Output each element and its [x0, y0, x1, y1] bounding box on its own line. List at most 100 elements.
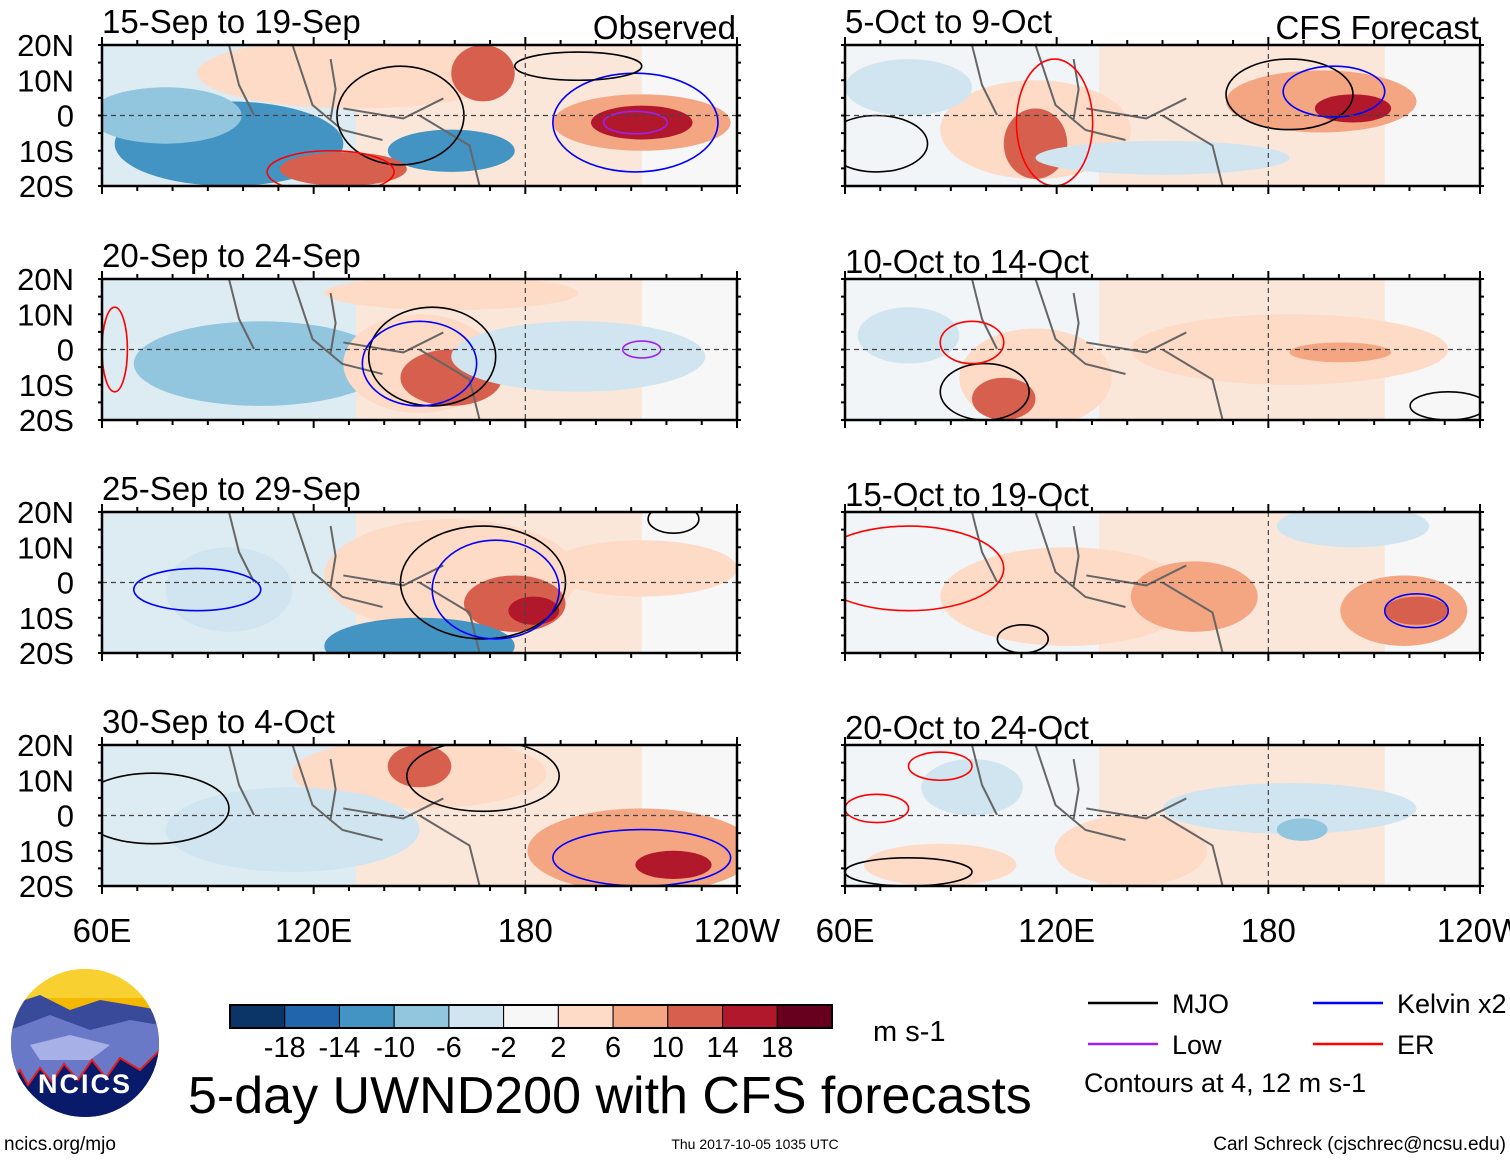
colorbar-swatch [448, 1004, 505, 1029]
contour-line [266, 149, 395, 186]
panel-title: 10-Oct to 14-Oct [845, 243, 1089, 280]
legend-label: ER [1397, 1030, 1435, 1060]
contour-legend: MJO Kelvin x2 Low ER [1088, 989, 1507, 1060]
anomaly-blob [845, 59, 972, 116]
legend-item: Kelvin x2 [1313, 989, 1507, 1019]
anomaly-shading [845, 279, 1480, 420]
coastline [971, 512, 1224, 653]
map-panel: 20-Oct to 24-Oct 60E 120E 180 120W [816, 709, 1510, 949]
lat-tick-label: 10S [19, 601, 74, 636]
contour-line [361, 320, 478, 407]
contour-line [845, 793, 910, 824]
panel-title: 5-Oct to 9-Oct [845, 3, 1052, 40]
map-panel: 5-Oct to 9-Oct CFS Forecast [841, 3, 1484, 194]
anomaly-blob [165, 787, 420, 872]
lat-tick-label: 20N [17, 28, 74, 63]
anomaly-blob [546, 540, 737, 597]
lat-tick-label: 0 [57, 99, 74, 134]
lat-tick-label: 10N [17, 763, 74, 798]
lon-tick-label: 120W [694, 912, 781, 949]
anomaly-blob [635, 850, 712, 879]
legend-item: MJO [1088, 989, 1229, 1019]
colorbar-label: 10 [652, 1032, 684, 1064]
contour-line [602, 110, 668, 135]
anomaly-blob [527, 808, 737, 886]
lat-tick-label: 0 [57, 799, 74, 834]
coastline [971, 745, 1224, 886]
anomaly-blob [857, 307, 960, 364]
contour-line [102, 772, 230, 845]
contour-line [102, 306, 129, 393]
colorbar-label: -14 [318, 1032, 360, 1064]
coastline [971, 279, 1224, 420]
lon-tick-label: 120E [1018, 912, 1095, 949]
lat-tick-label: 20S [19, 169, 74, 204]
contour-line [845, 525, 1005, 612]
anomaly-blob [387, 745, 452, 788]
map-panel: 15-Oct to 19-Oct [841, 476, 1484, 661]
footer-url[interactable]: ncics.org/mjo [4, 1134, 116, 1155]
contour-line [647, 512, 700, 534]
anomaly-blob [324, 279, 579, 311]
panel-title: 25-Sep to 29-Sep [102, 470, 361, 507]
anomaly-blob [387, 129, 515, 172]
lat-tick-label: 10S [19, 834, 74, 869]
contour-line [996, 624, 1049, 653]
legend-label: MJO [1172, 989, 1229, 1019]
colorbar-label: 18 [761, 1032, 793, 1064]
legend-label: Low [1172, 1030, 1222, 1060]
colorbar-swatch [284, 1004, 340, 1029]
colorbar-swatch [667, 1004, 724, 1029]
lon-tick-label: 60E [816, 912, 875, 949]
anomaly-blob [1003, 108, 1068, 179]
anomaly-blob [1289, 342, 1392, 363]
ncics-logo: NCICS [11, 969, 159, 1117]
contour-line [406, 745, 560, 813]
anomaly-blob [508, 596, 560, 625]
colorbar: -18 -14 -10 -6 -2 2 6 10 14 18 [229, 1004, 833, 1064]
anomaly-blob [102, 87, 242, 144]
anomaly-shading [845, 45, 1480, 186]
anomaly-blob [451, 321, 706, 392]
lat-tick-label: 20N [17, 728, 74, 763]
colorbar-label: -10 [373, 1032, 415, 1064]
lon-tick-label: 60E [73, 912, 132, 949]
panel-title: 30-Sep to 4-Oct [102, 703, 335, 740]
anomaly-blob [1054, 815, 1207, 886]
anomaly-blob [133, 321, 388, 406]
anomaly-blob [1276, 512, 1430, 548]
coastline [971, 45, 1224, 186]
figure-title: 5-day UWND200 with CFS forecasts [188, 1067, 1032, 1125]
anomaly-blob [1276, 818, 1328, 841]
colorbar-label: 14 [706, 1032, 738, 1064]
panel-title: 15-Oct to 19-Oct [845, 476, 1089, 513]
lat-tick-label: 20N [17, 262, 74, 297]
anomaly-shading [845, 745, 1480, 886]
lon-tick-label: 120E [275, 912, 352, 949]
colorbar-swatch [612, 1004, 669, 1029]
anomaly-blob [197, 45, 515, 109]
contour-line [1015, 58, 1094, 186]
contour-line [431, 539, 561, 640]
column-label: CFS Forecast [1275, 9, 1479, 46]
coastline [228, 745, 481, 886]
legend-item: Low [1088, 1030, 1222, 1060]
panel-title: 20-Sep to 24-Sep [102, 237, 361, 274]
panel-title: 15-Sep to 19-Sep [102, 3, 361, 40]
contour-line [132, 567, 262, 612]
lat-tick-label: 10S [19, 368, 74, 403]
contour-line [907, 751, 973, 782]
lat-tick-label: 20S [19, 869, 74, 904]
anomaly-blob [1162, 783, 1417, 834]
column-label: Observed [593, 9, 736, 46]
colorbar-swatch [393, 1004, 450, 1029]
anomaly-shading [102, 745, 737, 886]
map-panel: 10-Oct to 14-Oct [841, 243, 1484, 428]
anomaly-blob [324, 617, 515, 653]
anomaly-blob [165, 547, 293, 632]
colorbar-swatch [229, 1004, 286, 1029]
contour-line [367, 306, 497, 407]
